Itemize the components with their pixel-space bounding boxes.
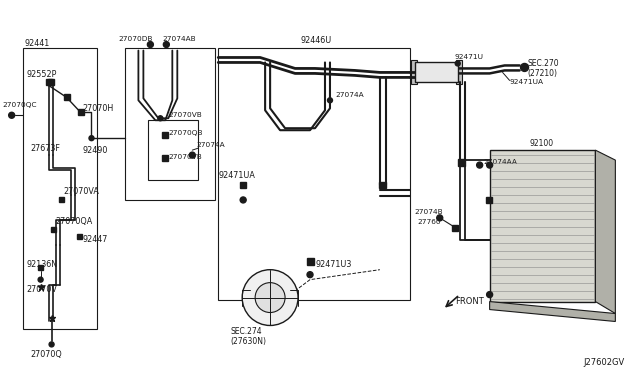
Circle shape [49, 342, 54, 347]
Text: 92490: 92490 [83, 145, 108, 155]
Bar [163, 132, 168, 138]
Text: 27070Q: 27070Q [31, 350, 62, 359]
Bar [411, 61, 417, 84]
Text: 27673F: 27673F [31, 144, 61, 153]
Bar [63, 94, 70, 100]
Text: 92136N: 92136N [27, 260, 58, 269]
Bar [163, 155, 168, 161]
Bar [456, 61, 461, 84]
Bar [77, 234, 82, 239]
Circle shape [307, 272, 313, 278]
Bar [218, 48, 410, 299]
Text: 92100: 92100 [529, 139, 554, 148]
Text: 92446U: 92446U [300, 36, 332, 45]
Text: 92471UA: 92471UA [218, 170, 255, 180]
Text: 92471U3: 92471U3 [315, 260, 351, 269]
Bar [452, 225, 458, 231]
Circle shape [163, 42, 170, 48]
Bar [47, 79, 54, 86]
Bar [45, 79, 52, 86]
Text: 92447: 92447 [83, 235, 108, 244]
Text: SEC.274: SEC.274 [230, 327, 262, 336]
Bar [59, 198, 64, 202]
Text: FRONT: FRONT [454, 297, 483, 306]
Circle shape [242, 270, 298, 326]
Circle shape [38, 277, 43, 282]
Text: 27070QC: 27070QC [3, 102, 37, 108]
Text: 27070QB: 27070QB [168, 130, 203, 136]
Circle shape [455, 61, 460, 66]
Bar [486, 197, 492, 203]
Bar [458, 158, 465, 166]
Circle shape [89, 136, 94, 141]
Circle shape [240, 197, 246, 203]
Circle shape [486, 162, 493, 168]
Circle shape [147, 42, 154, 48]
Bar [51, 227, 56, 232]
Text: 27074B: 27074B [415, 209, 444, 215]
Text: 92471UA: 92471UA [509, 79, 543, 86]
Text: 27074AA: 27074AA [484, 159, 518, 165]
Text: 27074AB: 27074AB [163, 36, 196, 42]
Bar [415, 62, 458, 82]
Text: 92471U: 92471U [454, 54, 484, 61]
Text: 27070V: 27070V [27, 285, 58, 294]
Bar [307, 258, 314, 265]
Text: 27070DB: 27070DB [118, 36, 153, 42]
Text: 27070QA: 27070QA [56, 217, 93, 227]
Polygon shape [490, 150, 595, 302]
Bar [38, 265, 43, 270]
Bar [125, 48, 215, 200]
Circle shape [158, 116, 163, 121]
Text: SEC.270: SEC.270 [527, 59, 559, 68]
Text: 27074A: 27074A [196, 142, 225, 148]
Text: 27074A: 27074A [335, 92, 364, 98]
Circle shape [477, 162, 483, 168]
Text: 92552P: 92552P [27, 70, 57, 79]
Circle shape [189, 152, 195, 158]
Circle shape [328, 98, 332, 103]
Text: 27070H: 27070H [83, 104, 114, 113]
Bar [22, 48, 97, 330]
Bar [380, 182, 387, 189]
Circle shape [255, 283, 285, 312]
Text: 27070VA: 27070VA [63, 187, 99, 196]
Text: 27070VB: 27070VB [168, 112, 202, 118]
Circle shape [486, 292, 493, 298]
Circle shape [520, 64, 529, 71]
Polygon shape [595, 150, 615, 314]
Text: 27760: 27760 [418, 219, 442, 225]
Bar [148, 120, 198, 180]
Text: 27070VB: 27070VB [168, 154, 202, 160]
Polygon shape [490, 302, 615, 321]
Bar [240, 182, 246, 188]
Text: (27630N): (27630N) [230, 337, 266, 346]
Bar [77, 109, 83, 115]
Text: 92441: 92441 [25, 39, 50, 48]
Circle shape [436, 215, 443, 221]
Text: J27602GV: J27602GV [583, 358, 625, 367]
Circle shape [9, 112, 15, 118]
Text: (27210): (27210) [527, 69, 557, 78]
